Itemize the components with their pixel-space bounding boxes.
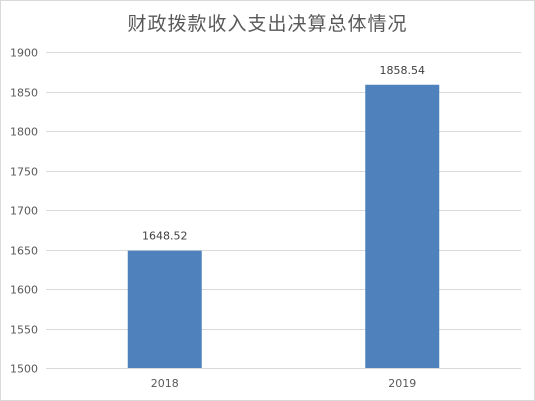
bar (127, 250, 202, 368)
chart-title: 财政拨款收入支出决算总体情况 (127, 13, 408, 35)
y-tick-label: 1700 (10, 205, 38, 218)
x-tick-label: 2018 (151, 377, 179, 390)
bar (365, 84, 440, 368)
data-label: 1648.52 (142, 230, 188, 243)
y-tick-label: 1800 (10, 126, 38, 139)
y-tick-label: 1500 (10, 363, 38, 376)
y-tick-label: 1600 (10, 284, 38, 297)
y-tick-label: 1750 (10, 166, 38, 179)
y-tick-label: 1900 (10, 47, 38, 60)
x-tick-label: 2019 (388, 377, 416, 390)
y-tick-label: 1550 (10, 324, 38, 337)
y-tick-label: 1850 (10, 87, 38, 100)
data-label: 1858.54 (380, 64, 426, 77)
y-tick-label: 1650 (10, 245, 38, 258)
